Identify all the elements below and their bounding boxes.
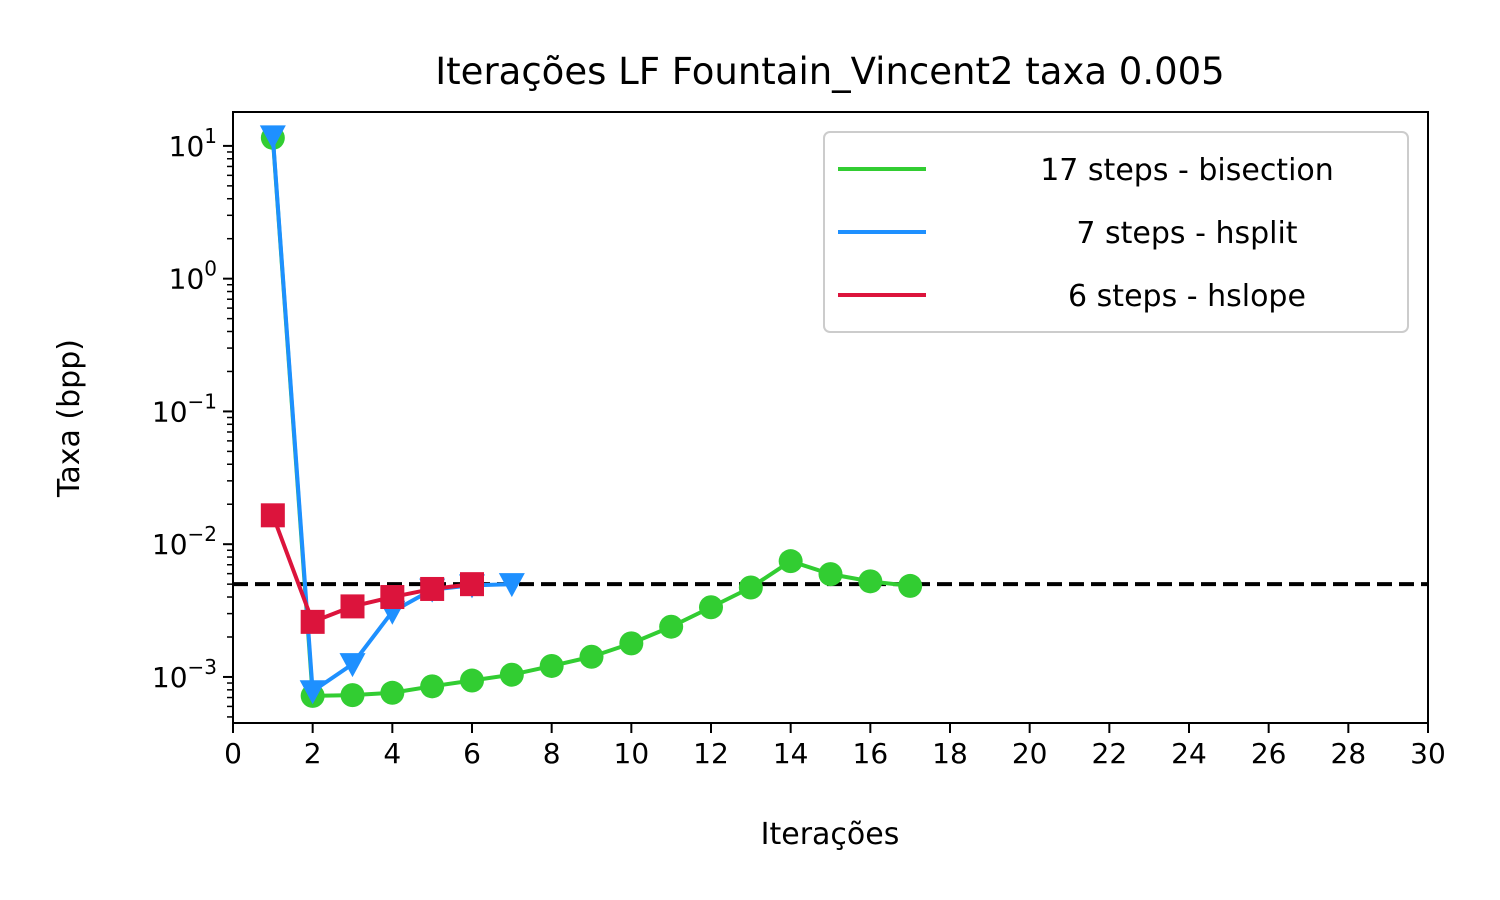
marker-point [498, 573, 525, 598]
plot-inner [233, 125, 1428, 708]
marker-point [818, 562, 843, 587]
y-tick-label: 10−2 [152, 522, 217, 561]
marker-point [380, 585, 405, 610]
series-2 [260, 503, 484, 634]
x-tick-label: 20 [1012, 737, 1048, 770]
y-tick-label: 10−3 [152, 655, 217, 694]
marker-point [259, 125, 286, 150]
legend: 17 steps - bisection 7 steps - hsplit 6 st… [823, 131, 1409, 333]
x-tick-label: 12 [693, 737, 729, 770]
legend-label-1: 7 steps - hsplit [1076, 216, 1297, 251]
y-tick-label: 100 [169, 257, 217, 296]
x-tick-label: 18 [932, 737, 968, 770]
marker-point [420, 674, 445, 699]
marker-point [299, 680, 326, 705]
marker-point [738, 575, 763, 600]
marker-point [579, 644, 604, 669]
marker-point [539, 653, 564, 678]
legend-box [823, 131, 1409, 333]
marker-point [778, 549, 803, 574]
plot-area [233, 125, 1428, 708]
series-0 [260, 125, 923, 708]
marker-point [339, 653, 366, 678]
marker-point [460, 572, 484, 597]
x-tick-label: 16 [853, 737, 889, 770]
marker-point [420, 576, 445, 601]
y-tick-label: 101 [169, 124, 217, 163]
x-tick-label: 24 [1171, 737, 1207, 770]
x-tick-label: 30 [1410, 737, 1446, 770]
legend-label-2: 6 steps - hslope [1068, 279, 1306, 314]
x-tick-label: 26 [1251, 737, 1287, 770]
marker-point [340, 594, 365, 619]
axes: 0 2 4 6 8 10 12 14 16 18 20 22 24 26 28 3010−310−210−11… [152, 111, 1446, 770]
marker-point [898, 573, 923, 598]
y-axis-label: Taxa (bpp) [52, 339, 87, 498]
x-tick-label: 4 [383, 737, 401, 770]
series-1 [259, 125, 525, 705]
chart-title: Iterações LF Fountain_Vincent2 taxa 0.00… [435, 50, 1224, 93]
x-tick-label: 14 [773, 737, 809, 770]
marker-point [699, 595, 723, 620]
x-tick-label: 28 [1331, 737, 1367, 770]
y-tick-label: 10−1 [152, 389, 217, 428]
x-tick-label: 0 [224, 737, 242, 770]
marker-point [858, 569, 883, 594]
legend-label-0: 17 steps - bisection [1040, 153, 1334, 188]
x-tick-label: 6 [463, 737, 481, 770]
marker-point [380, 680, 405, 705]
marker-point [260, 503, 285, 528]
x-tick-label: 2 [304, 737, 322, 770]
x-tick-label: 8 [543, 737, 561, 770]
x-tick-label: 10 [614, 737, 650, 770]
x-axis-label: Iterações [761, 817, 900, 852]
x-tick-label: 22 [1092, 737, 1128, 770]
marker-point [460, 668, 484, 693]
marker-point [340, 683, 365, 708]
marker-point [300, 609, 325, 634]
marker-point [659, 614, 684, 639]
marker-point [619, 631, 644, 656]
marker-point [499, 662, 524, 687]
series-line [270, 137, 911, 698]
